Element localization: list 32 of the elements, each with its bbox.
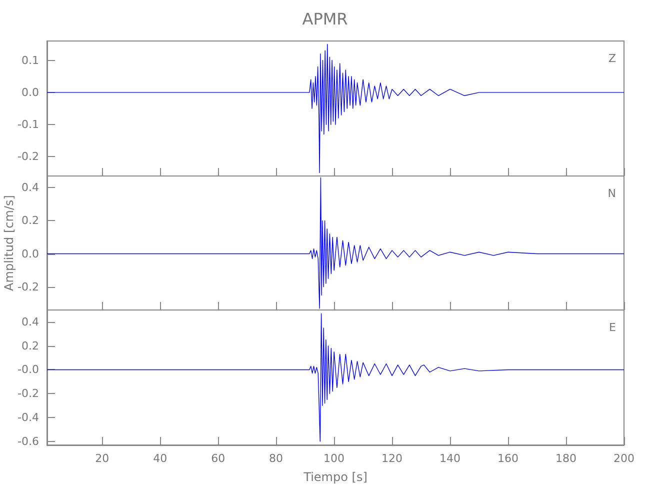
y-axis-title: Amplitud [cm/s]	[2, 195, 16, 291]
y-tick-label: 0.1	[22, 54, 39, 67]
y-tick-label: 0.2	[22, 339, 39, 352]
y-tick-label: 0.4	[22, 181, 39, 194]
x-tick-label: 40	[153, 452, 168, 465]
x-tick-label: 80	[269, 452, 284, 465]
y-tick-label: -0.6	[18, 434, 39, 448]
annotation: E	[609, 321, 616, 334]
x-tick-label: 120	[382, 452, 403, 465]
y-tick-label: -0.2	[18, 387, 39, 400]
x-axis-title: Tiempo [s]	[302, 470, 368, 484]
y-tick-label: -0.0	[18, 363, 39, 376]
x-tick-label: 140	[440, 452, 461, 465]
y-tick-label: 0.0	[22, 247, 39, 260]
annotation: N	[608, 187, 616, 200]
x-tick-label: 200	[614, 452, 634, 465]
y-tick-label: 0.0	[22, 86, 39, 99]
line-series	[46, 313, 624, 442]
y-tick-label: -0.4	[18, 411, 39, 424]
y-tick-label: 0.4	[22, 315, 39, 328]
x-tick-label: 100	[324, 452, 345, 465]
line-series	[46, 44, 624, 174]
x-tick-label: 60	[211, 452, 226, 465]
x-tick-label: 160	[498, 452, 519, 465]
x-tick-label: 180	[556, 452, 577, 465]
y-tick-label: -0.2	[18, 280, 39, 294]
y-tick-label: 0.2	[22, 214, 39, 228]
chart-title: APMR	[302, 10, 348, 28]
y-tick-label: -0.2	[18, 150, 39, 164]
x-tick-label: 20	[95, 452, 110, 465]
y-tick-label: -0.1	[18, 118, 39, 132]
annotation: Z	[608, 52, 616, 65]
